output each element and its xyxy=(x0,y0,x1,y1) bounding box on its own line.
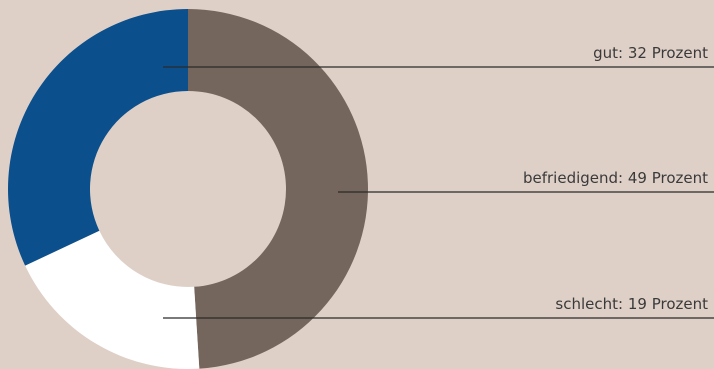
label-gut: gut: 32 Prozent xyxy=(593,44,708,62)
label-befriedigend: befriedigend: 49 Prozent xyxy=(523,169,708,187)
label-schlecht: schlecht: 19 Prozent xyxy=(555,295,708,313)
slice-gut xyxy=(8,9,188,266)
slice-befriedigend xyxy=(188,9,368,369)
donut-slices xyxy=(8,9,368,369)
